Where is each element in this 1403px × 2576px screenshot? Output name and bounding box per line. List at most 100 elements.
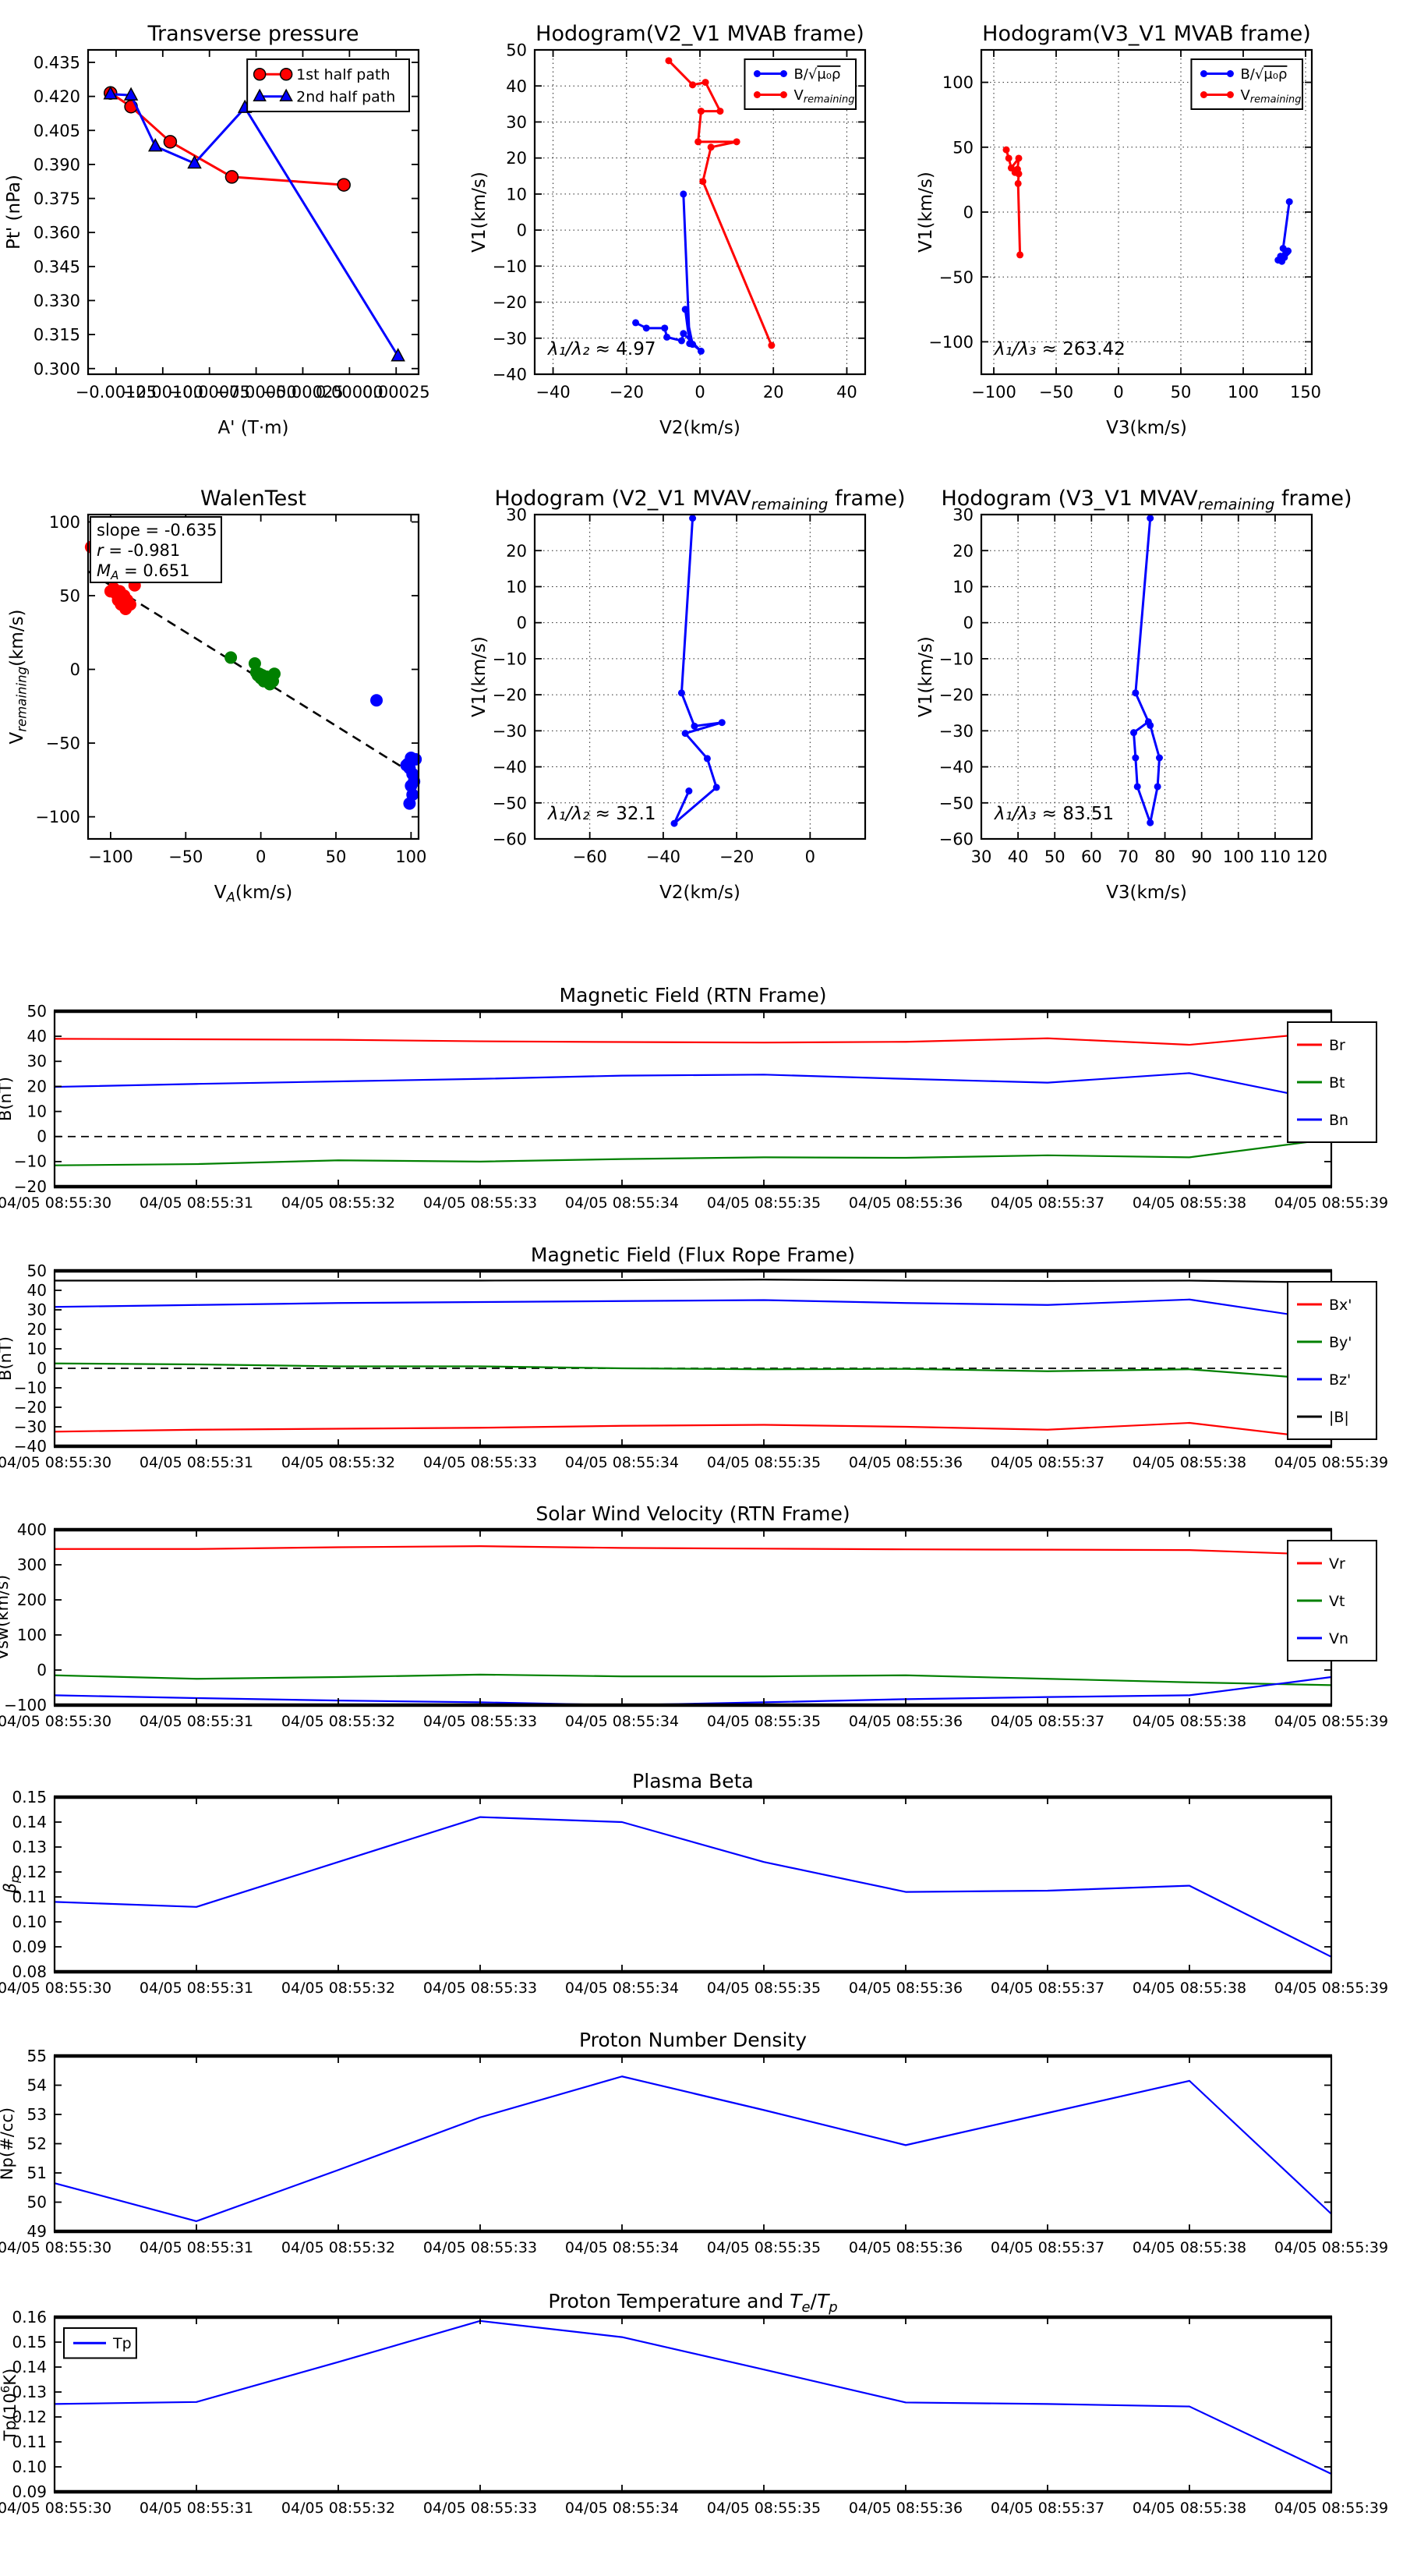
- x-tick-label: 0.00000: [316, 383, 383, 402]
- lambda-annotation: λ₁/λ₂ ≈ 4.97: [546, 339, 656, 359]
- y-tick-label: −40: [493, 758, 527, 777]
- y-tick-label: 300: [17, 1555, 47, 1574]
- x-tick-label: 04/05 08:55:37: [991, 1713, 1104, 1730]
- dot-marker: [1147, 819, 1154, 826]
- dot-marker: [753, 91, 761, 98]
- scatter-point: [113, 585, 126, 598]
- dot-marker: [685, 787, 693, 795]
- chart-title: Hodogram(V2_V1 MVAB frame): [535, 22, 864, 46]
- y-tick-label: 30: [506, 506, 527, 525]
- dot-marker: [670, 819, 678, 827]
- x-tick-label: −0.00075: [168, 383, 249, 402]
- x-tick-label: 04/05 08:55:37: [991, 1454, 1104, 1471]
- chart-proton-temperature: 04/05 08:55:30 04/05 08:55:31 04/05 08:55:…: [0, 2290, 1388, 2517]
- chart-title: Proton Number Density: [579, 2029, 807, 2051]
- ticks: [981, 514, 1313, 840]
- dot-marker: [697, 108, 705, 115]
- dot-marker: [1281, 253, 1288, 261]
- x-tick-label: 04/05 08:55:33: [423, 1454, 537, 1471]
- y-axis-label: V1(km/s): [469, 172, 489, 253]
- y-tick-label: −30: [493, 329, 527, 348]
- x-tick-label: 04/05 08:55:34: [565, 1980, 679, 1997]
- x-axis-label: V2(km/s): [659, 418, 740, 438]
- y-tick-label: 50: [27, 1002, 47, 1021]
- legend-item-label: B/√μ₀ρ: [793, 66, 840, 83]
- x-tick-label: −0.00050: [215, 383, 296, 402]
- dot-marker: [702, 79, 709, 87]
- y-tick-label: −20: [493, 686, 527, 705]
- x-tick-label: 04/05 08:55:36: [849, 2239, 963, 2256]
- legend-item-label: 2nd half path: [296, 89, 395, 106]
- y-tick-label: 0: [963, 614, 974, 632]
- y-tick-label: −100: [928, 333, 974, 352]
- y-tick-label: 30: [952, 506, 974, 525]
- x-tick-label: 04/05 08:55:39: [1274, 2500, 1388, 2517]
- y-tick-label: −60: [939, 830, 974, 849]
- y-axis-label: V1(km/s): [916, 172, 936, 253]
- y-axis-label: Tp(106K): [0, 2369, 19, 2442]
- dot-marker: [661, 324, 669, 332]
- dot-marker: [1005, 154, 1012, 162]
- x-tick-label: 120: [1296, 847, 1327, 866]
- x-tick-label: 04/05 08:55:37: [991, 1194, 1104, 1212]
- y-tick-label: 0.12: [12, 1863, 47, 1881]
- dot-marker: [768, 341, 776, 349]
- chart-title: Proton Temperature and Te/Tp: [548, 2290, 837, 2316]
- series-bt: [54, 1138, 1332, 1166]
- y-tick-label: 30: [27, 1052, 47, 1070]
- y-tick-label: −10: [493, 257, 527, 276]
- y-tick-label: 55: [27, 2047, 47, 2065]
- y-tick-label: 0.08: [12, 1962, 47, 1981]
- axes-frame: [87, 48, 420, 376]
- x-tick-label: 0.00025: [362, 383, 430, 402]
- y-tick-label: 0.13: [12, 2383, 47, 2401]
- x-axis-label: VA(km/s): [214, 883, 292, 905]
- chart-hodogram-v3v1-mvav: 30 40 50 60 70 80 90 100 110 120−60−50−40−30−20−1…: [916, 487, 1352, 903]
- chart-magnetic-field-fluxrope: 04/05 08:55:30 04/05 08:55:31 04/05 08:55:…: [0, 1244, 1388, 1471]
- y-axis-label: V1(km/s): [916, 636, 936, 717]
- y-tick-label: 0.12: [12, 2408, 47, 2426]
- y-tick-label: 0: [37, 1359, 47, 1378]
- axes-frame: [53, 1796, 1333, 1973]
- triangle-marker: [187, 154, 202, 169]
- x-tick-label: 04/05 08:55:34: [565, 1713, 679, 1730]
- y-tick-label: 0.405: [34, 122, 80, 140]
- x-tick-label: 04/05 08:55:35: [707, 2500, 821, 2517]
- x-tick-label: 04/05 08:55:30: [0, 1194, 111, 1212]
- circle-marker: [253, 68, 267, 81]
- dot-marker: [779, 91, 787, 98]
- chart-walen-test: −100 −50 0 50 100 −100 −50 0 50 100 WalenTest VA(km…: [7, 487, 426, 905]
- y-tick-label: 10: [27, 1102, 47, 1120]
- y-tick-label: 100: [942, 73, 974, 92]
- chart-plasma-beta: 04/05 08:55:30 04/05 08:55:31 04/05 08:55:…: [0, 1770, 1388, 1997]
- x-tick-label: 04/05 08:55:33: [423, 1980, 537, 1997]
- chart-solar-wind-velocity-rtn: 04/05 08:55:30 04/05 08:55:31 04/05 08:55:…: [0, 1502, 1388, 1730]
- x-tick-label: −20: [610, 383, 644, 402]
- x-tick-label: 04/05 08:55:31: [140, 1454, 253, 1471]
- x-tick-label: 04/05 08:55:34: [565, 1194, 679, 1212]
- x-tick-label: 90: [1191, 847, 1212, 866]
- triangle-marker: [391, 348, 405, 362]
- y-axis-label: Vsw(km/s): [0, 1575, 12, 1661]
- y-tick-label: 200: [17, 1591, 47, 1609]
- x-tick-label: 20: [763, 383, 784, 402]
- x-tick-label: 100: [395, 847, 426, 866]
- y-tick-label: 52: [27, 2134, 47, 2153]
- y-tick-label: 0.360: [34, 224, 80, 242]
- axes-frame: [53, 1010, 1333, 1188]
- series--b-: [55, 1279, 1332, 1284]
- y-tick-label: 20: [506, 542, 527, 561]
- legend-item-label: Vt: [1329, 1593, 1345, 1610]
- y-tick-label: 0.10: [12, 2457, 47, 2476]
- scatter-point: [267, 667, 281, 681]
- dot-marker: [1002, 146, 1010, 154]
- dot-marker: [665, 57, 673, 65]
- legend: B/√μ₀ρ Vremaining: [1190, 58, 1303, 110]
- legend-item-label: Bx': [1329, 1297, 1352, 1314]
- legend-item-label: 1st half path: [296, 66, 390, 83]
- grid: [535, 514, 865, 840]
- dot-marker: [697, 347, 705, 355]
- ticks: [981, 50, 1312, 374]
- x-tick-label: 04/05 08:55:30: [0, 1713, 111, 1730]
- y-tick-label: 0.10: [12, 1913, 47, 1931]
